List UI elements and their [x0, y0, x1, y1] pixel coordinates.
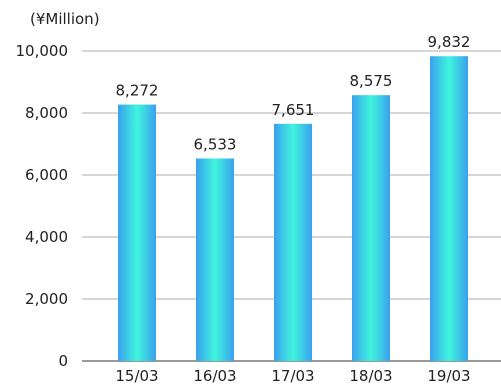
data-label: 8,272 [116, 82, 159, 100]
y-tick-label: 8,000 [25, 104, 68, 122]
y-tick-label: 6,000 [25, 166, 68, 184]
x-tick-label: 17/03 [271, 367, 314, 384]
bar-19-03 [430, 56, 468, 361]
y-axis-ticks: 0 2,000 4,000 6,000 8,000 10,000 [16, 42, 69, 370]
data-label: 8,575 [350, 72, 393, 90]
y-tick-label: 0 [58, 352, 68, 370]
y-tick-label: 4,000 [25, 228, 68, 246]
bar-17-03 [274, 123, 312, 361]
y-tick-label: 2,000 [25, 290, 68, 308]
bar-16-03 [196, 158, 234, 361]
data-labels: 8,272 6,533 7,651 8,575 9,832 [116, 33, 471, 153]
x-tick-label: 15/03 [115, 367, 158, 384]
unit-label: (¥Million) [30, 10, 100, 28]
data-label: 9,832 [428, 33, 471, 51]
x-tick-label: 18/03 [349, 367, 392, 384]
bar-15-03 [118, 104, 156, 362]
bar-18-03 [352, 95, 390, 362]
data-label: 7,651 [272, 101, 315, 119]
x-axis-ticks: 15/03 16/03 17/03 18/03 19/03 [115, 367, 470, 384]
y-tick-label: 10,000 [16, 42, 69, 60]
x-tick-label: 19/03 [427, 367, 470, 384]
data-label: 6,533 [194, 135, 237, 153]
bars [118, 56, 468, 362]
x-tick-label: 16/03 [193, 367, 236, 384]
